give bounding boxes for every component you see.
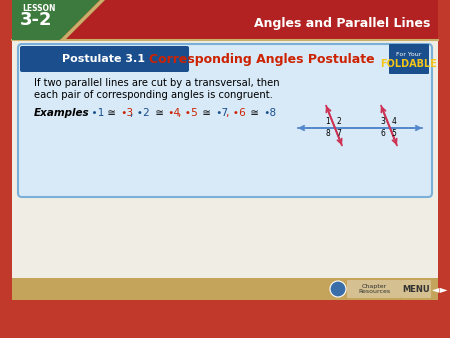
Text: 5: 5 <box>392 129 396 138</box>
Text: 4: 4 <box>392 117 396 126</box>
Circle shape <box>330 281 346 297</box>
Text: each pair of corresponding angles is congruent.: each pair of corresponding angles is con… <box>34 90 273 100</box>
Text: ∙1: ∙1 <box>88 108 104 118</box>
Text: ≅: ≅ <box>247 108 262 118</box>
Text: 2: 2 <box>337 117 342 126</box>
Text: ≅: ≅ <box>199 108 215 118</box>
Text: , ∙5: , ∙5 <box>178 108 198 118</box>
FancyBboxPatch shape <box>20 46 189 72</box>
Text: ≅: ≅ <box>104 108 119 118</box>
Text: 3: 3 <box>381 117 386 126</box>
Text: 7: 7 <box>337 129 342 138</box>
Text: ∙4: ∙4 <box>167 108 180 118</box>
FancyBboxPatch shape <box>12 0 438 40</box>
Text: , ∙2: , ∙2 <box>130 108 150 118</box>
Text: 6: 6 <box>381 129 386 138</box>
Text: FOLDABLE: FOLDABLE <box>381 59 437 69</box>
FancyBboxPatch shape <box>347 280 401 298</box>
Text: Corresponding Angles Postulate: Corresponding Angles Postulate <box>149 52 375 66</box>
FancyBboxPatch shape <box>12 38 438 300</box>
FancyBboxPatch shape <box>18 44 432 197</box>
Text: ◄: ◄ <box>432 284 440 294</box>
FancyBboxPatch shape <box>401 280 431 298</box>
Text: ≅: ≅ <box>152 108 167 118</box>
Text: 8: 8 <box>326 129 330 138</box>
Text: ∙7: ∙7 <box>215 108 228 118</box>
Polygon shape <box>12 0 100 40</box>
Text: Angles and Parallel Lines: Angles and Parallel Lines <box>254 17 430 29</box>
Text: 1: 1 <box>326 117 330 126</box>
Text: MENU: MENU <box>402 285 430 293</box>
Text: Postulate 3.1: Postulate 3.1 <box>63 54 145 64</box>
Text: Examples: Examples <box>34 108 90 118</box>
Text: ∙3: ∙3 <box>120 108 133 118</box>
Text: Chapter
Resources: Chapter Resources <box>358 284 390 294</box>
Text: For Your: For Your <box>396 52 422 57</box>
Text: If two parallel lines are cut by a transversal, then: If two parallel lines are cut by a trans… <box>34 78 279 88</box>
Text: ∙8: ∙8 <box>263 108 276 118</box>
FancyBboxPatch shape <box>389 44 429 74</box>
Text: LESSON: LESSON <box>22 4 55 13</box>
Polygon shape <box>60 0 105 40</box>
Text: 3-2: 3-2 <box>20 11 53 29</box>
Text: ►: ► <box>440 284 448 294</box>
Text: , ∙6: , ∙6 <box>226 108 246 118</box>
FancyBboxPatch shape <box>12 278 438 300</box>
